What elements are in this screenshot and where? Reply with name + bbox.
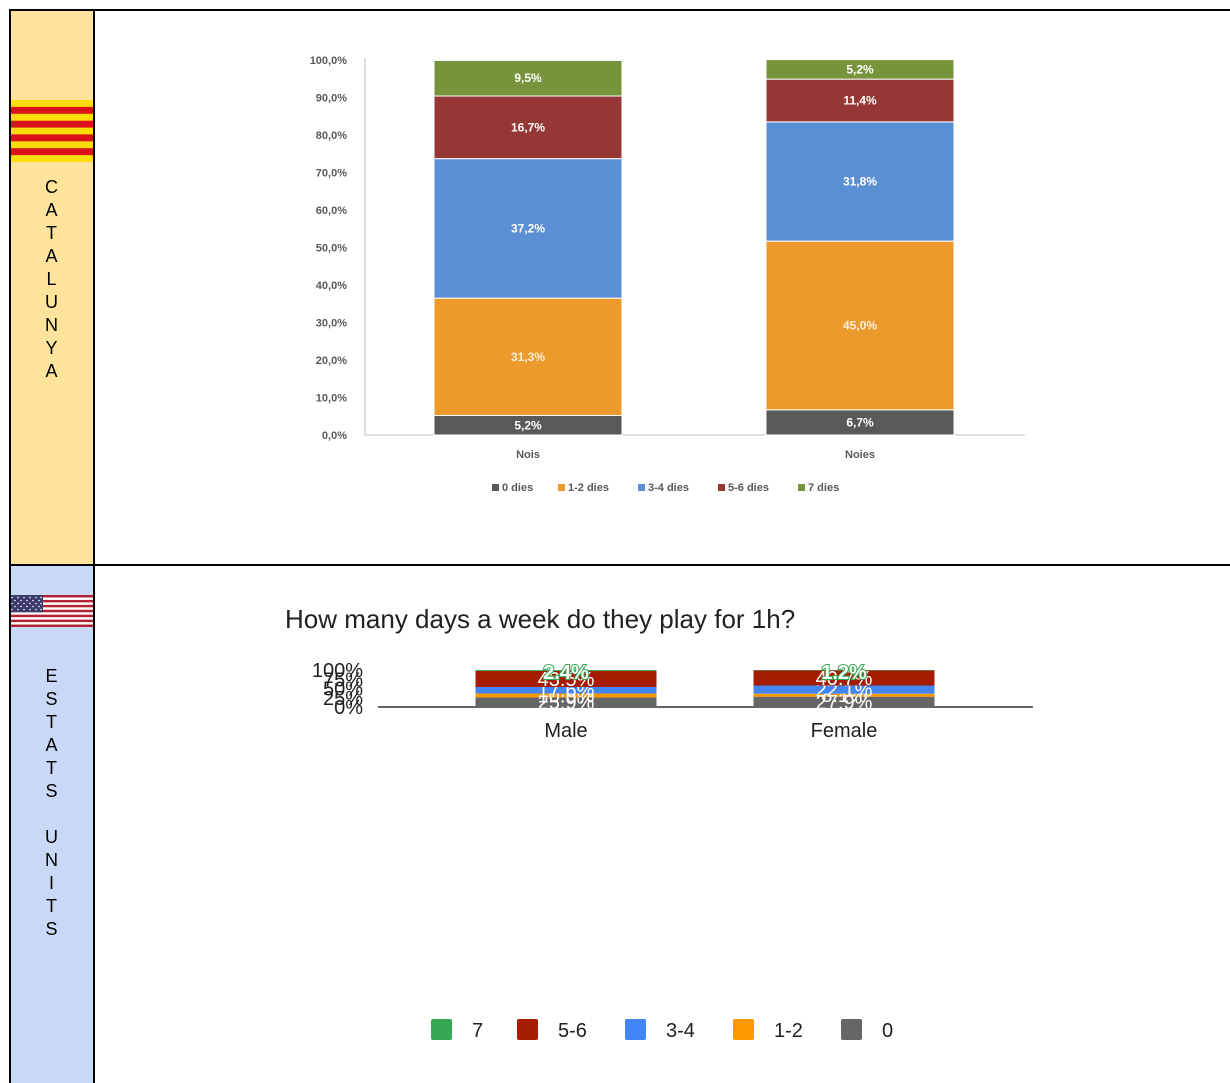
bar-segment [433,59,623,97]
bar-segment [765,409,955,436]
data-label: 6,7% [846,415,874,429]
catalonia-side-label: C A T A L U N Y A [45,177,58,381]
y-tick-label: 70,0% [316,168,347,180]
legend-label: 3-4 [666,1020,695,1042]
usa-flag-icon [9,595,94,627]
y-tick-label: 50,0% [316,243,347,255]
y-tick-label: 60,0% [316,205,347,217]
catalonia-chart: 0,0% 10,0% 20,0% 30,0% 40,0% 50,0% 60,0% 70,0% 8… [310,55,1025,494]
usa-chart: How many days a week do they play for 1h… [285,604,1033,1042]
legend-swatch [841,1019,862,1040]
legend-label: 5-6 [558,1020,587,1042]
legend-swatch [718,484,725,491]
legend-swatch [492,484,499,491]
y-tick-label: 0,0% [322,430,347,442]
legend-swatch [638,484,645,491]
data-label: 37,2% [511,221,545,235]
bar-segment [433,297,623,416]
bar-segment [433,95,623,160]
x-tick-label: Nois [516,449,540,461]
legend-swatch [625,1019,646,1040]
data-label: 5,2% [846,62,874,76]
bar-segment [753,670,935,686]
legend-swatch [733,1019,754,1040]
y-tick-label: 90,0% [316,93,347,105]
table-column-divider [93,9,95,1083]
legend-swatch [558,484,565,491]
data-label: 31,8% [843,175,877,189]
y-tick-label: 80,0% [316,130,347,142]
bar-segment [475,697,657,707]
y-tick-label: 10,0% [316,393,347,405]
legend-label: 0 [882,1020,893,1042]
legend-label: 3-4 dies [648,482,689,494]
bar-segment [765,121,955,242]
data-label: 43.5% [538,669,595,691]
data-label: 27.9% [816,692,873,714]
data-label: 45,0% [843,319,877,333]
bar-segment [753,685,935,694]
data-label: 5,2% [514,418,542,432]
legend-label: 5-6 dies [728,482,769,494]
y-tick-label: 100% [312,660,363,682]
legend-label: 1-2 [774,1020,803,1042]
bar-segment [475,670,657,687]
table-row-divider [9,564,1230,566]
y-tick-label: 20,0% [316,355,347,367]
legend-label: 7 dies [808,482,839,494]
bar-segment [753,693,935,697]
catalonia-side-cell: C A T A L U N Y A [9,9,94,565]
data-label: 16,7% [511,120,545,134]
legend-label: 7 [472,1020,483,1042]
bar-segment [433,158,623,299]
bar-segment [475,686,657,694]
data-label: 25.9% [538,692,595,714]
bar-segment [475,693,657,698]
data-label: 9,5% [514,71,542,85]
bar-segment [475,670,657,671]
y-tick-label: 100,0% [310,55,348,67]
data-label: 31,3% [511,350,545,364]
x-tick-label: Noies [845,449,875,461]
legend-swatch [431,1019,452,1040]
table-border-top [9,9,1230,11]
chart-title: How many days a week do they play for 1h… [285,604,795,634]
data-label: 2.4% [543,662,589,684]
legend-swatch [798,484,805,491]
legend-swatch [517,1019,538,1040]
y-tick-label: 50% [323,679,363,701]
y-tick-label: 25% [323,688,363,710]
x-tick-label: Male [544,720,587,742]
legend-label: 1-2 dies [568,482,609,494]
usa-side-cell: E S T A T S U N I T S [9,565,94,1083]
data-label: 11,4% [843,94,877,108]
data-label: 40.7% [816,668,873,690]
y-tick-label: 40,0% [316,280,347,292]
usa-side-label: E S T A T S U N I T S [45,666,58,939]
bar-segment [765,78,955,123]
table-border-left [9,9,11,1083]
y-tick-label: 30,0% [316,318,347,330]
legend-label: 0 dies [502,482,533,494]
data-label: 1.2% [821,662,867,684]
x-tick-label: Female [811,720,878,742]
bar-segment [765,59,955,80]
catalonia-flag-icon [9,100,94,162]
y-tick-label: 0% [334,697,363,719]
y-tick-label: 75% [323,669,363,691]
bar-segment [753,696,935,707]
